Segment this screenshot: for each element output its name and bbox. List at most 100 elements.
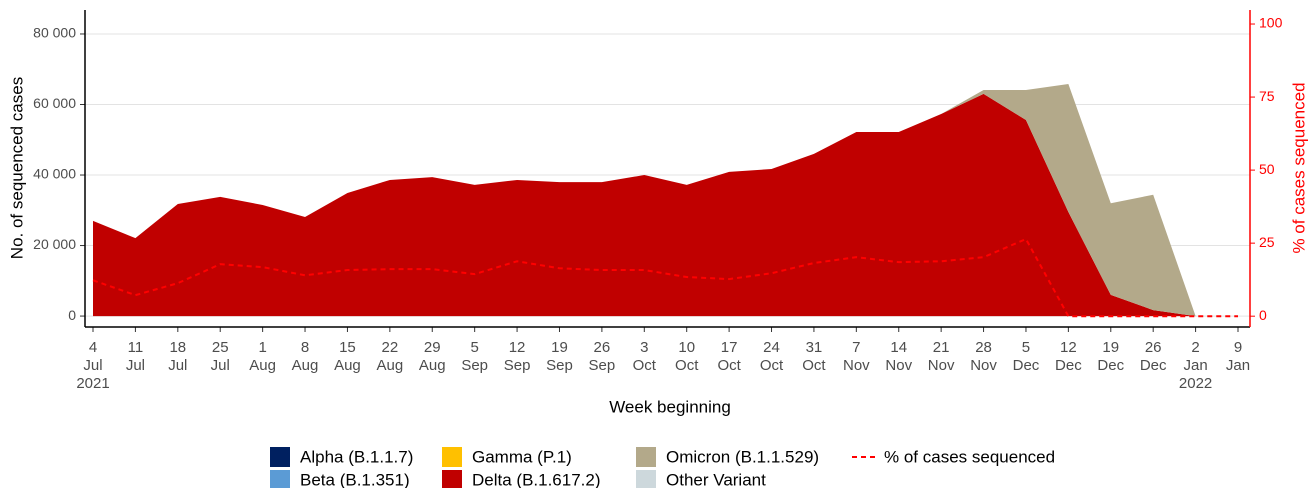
line	[92, 237, 1238, 318]
x-tick-line: 18	[169, 339, 186, 356]
x-tick-label: 4 Jul 2021	[76, 339, 109, 392]
x-tick-line: Oct	[760, 357, 784, 374]
x-tick-line: 14	[890, 339, 907, 356]
x-tick-line: 17	[721, 339, 738, 356]
legend-swatch	[636, 447, 656, 467]
x-tick-line: Dec	[1140, 357, 1167, 374]
legend-item: Alpha (B.1.1.7)	[270, 447, 413, 467]
x-tick-line: 2022	[1179, 375, 1212, 392]
x-tick-line: 2	[1191, 339, 1199, 356]
x-tick-label: 2 Jan 2022	[1179, 339, 1212, 392]
legend-item: Gamma (P.1)	[442, 447, 572, 467]
x-tick-label: 8 Aug	[292, 339, 319, 374]
x-tick-label: 10 Oct	[675, 339, 699, 374]
x-tick-line: Sep	[589, 357, 616, 374]
x-tick-line: 26	[1145, 339, 1162, 356]
x-tick-label: 15 Aug	[334, 339, 361, 374]
x-tick-line: Aug	[292, 357, 319, 374]
x-tick-line: Jan	[1183, 357, 1207, 374]
legend-label: Beta (B.1.351)	[300, 470, 410, 488]
x-tick-label: 14 Nov	[885, 339, 912, 374]
x-tick-label: 24 Oct	[760, 339, 784, 374]
x-tick-line: Aug	[249, 357, 276, 374]
legend-item: Omicron (B.1.1.529)	[636, 447, 819, 467]
x-tick-label: 18 Jul	[168, 339, 187, 374]
x-tick-line: Aug	[377, 357, 404, 374]
y2-axis-title: % of cases sequenced	[1289, 82, 1308, 253]
legend-item: Delta (B.1.617.2)	[442, 470, 601, 488]
x-tick-label: 9 Jan	[1226, 339, 1250, 374]
y-tick-label: 80 000	[33, 25, 76, 41]
x-tick-line: Jan	[1226, 357, 1250, 374]
y-axis-title: No. of sequenced cases	[7, 77, 26, 259]
x-tick-label: 5 Sep	[461, 339, 488, 374]
x-tick-line: 29	[424, 339, 441, 356]
legend-item: % of cases sequenced	[852, 447, 1055, 466]
x-tick-line: Sep	[546, 357, 573, 374]
x-tick-line: Aug	[334, 357, 361, 374]
x-tick-label: 19 Sep	[546, 339, 573, 374]
y-tick-label: 20 000	[33, 236, 76, 252]
x-tick-line: Sep	[461, 357, 488, 374]
y2-tick-label: 100	[1259, 15, 1283, 31]
x-tick-line: Oct	[802, 357, 826, 374]
x-tick-line: Oct	[717, 357, 741, 374]
x-tick-line: 19	[1102, 339, 1119, 356]
x-tick-line: Nov	[928, 357, 955, 374]
legend-item: Beta (B.1.351)	[270, 470, 410, 488]
x-tick-line: Jul	[211, 357, 230, 374]
x-tick-label: 3 Oct	[633, 339, 657, 374]
x-tick-line: 15	[339, 339, 356, 356]
area	[93, 93, 1196, 317]
x-tick-line: Nov	[885, 357, 912, 374]
legend-label: Delta (B.1.617.2)	[472, 470, 601, 488]
x-tick-line: 12	[509, 339, 526, 356]
legend-swatch	[442, 447, 462, 467]
x-tick-line: 31	[806, 339, 823, 356]
x-tick-line: 22	[382, 339, 399, 356]
x-tick-line: Dec	[1013, 357, 1040, 374]
legend-swatch	[270, 470, 290, 488]
x-tick-line: Oct	[633, 357, 657, 374]
x-tick-line: Oct	[675, 357, 699, 374]
legend-item: Other Variant	[636, 470, 766, 488]
legend-swatch	[636, 470, 656, 488]
x-tick-line: Jul	[168, 357, 187, 374]
x-tick-line: 12	[1060, 339, 1077, 356]
x-tick-line: 3	[640, 339, 648, 356]
areas	[93, 84, 1196, 317]
x-tick-label: 25 Jul	[211, 339, 230, 374]
x-tick-line: 25	[212, 339, 229, 356]
x-tick-label: 29 Aug	[419, 339, 446, 374]
legend-label: Omicron (B.1.1.529)	[666, 447, 819, 466]
x-tick-line: 21	[933, 339, 950, 356]
x-tick-line: Jul	[126, 357, 145, 374]
x-tick-label: 31 Oct	[802, 339, 826, 374]
x-tick-label: 1 Aug	[249, 339, 276, 374]
y-tick-label: 40 000	[33, 166, 76, 182]
x-tick-line: Nov	[843, 357, 870, 374]
x-tick-line: 10	[678, 339, 695, 356]
y2-tick-label: 0	[1259, 307, 1267, 323]
x-tick-label: 11 Jul	[126, 339, 145, 374]
x-tick-line: 1	[258, 339, 266, 356]
x-tick-line: 26	[594, 339, 611, 356]
x-tick-label: 12 Dec	[1055, 339, 1082, 374]
y-tick-label: 60 000	[33, 95, 76, 111]
x-tick-label: 5 Dec	[1013, 339, 1040, 374]
x-tick-line: 7	[852, 339, 860, 356]
legend-label: Other Variant	[666, 470, 766, 488]
y2-tick-label: 75	[1259, 88, 1275, 104]
x-tick-label: 26 Sep	[589, 339, 616, 374]
x-tick-label: 28 Nov	[970, 339, 997, 374]
x-tick-line: 19	[551, 339, 568, 356]
x-tick-label: 7 Nov	[843, 339, 870, 374]
y2-tick-label: 50	[1259, 161, 1275, 177]
x-tick-line: 28	[975, 339, 992, 356]
x-tick-line: 8	[301, 339, 309, 356]
x-tick-line: Jul	[83, 357, 102, 374]
y-tick-label: 0	[68, 307, 76, 323]
x-axis-title: Week beginning	[609, 397, 731, 416]
x-tick-line: 5	[1022, 339, 1030, 356]
